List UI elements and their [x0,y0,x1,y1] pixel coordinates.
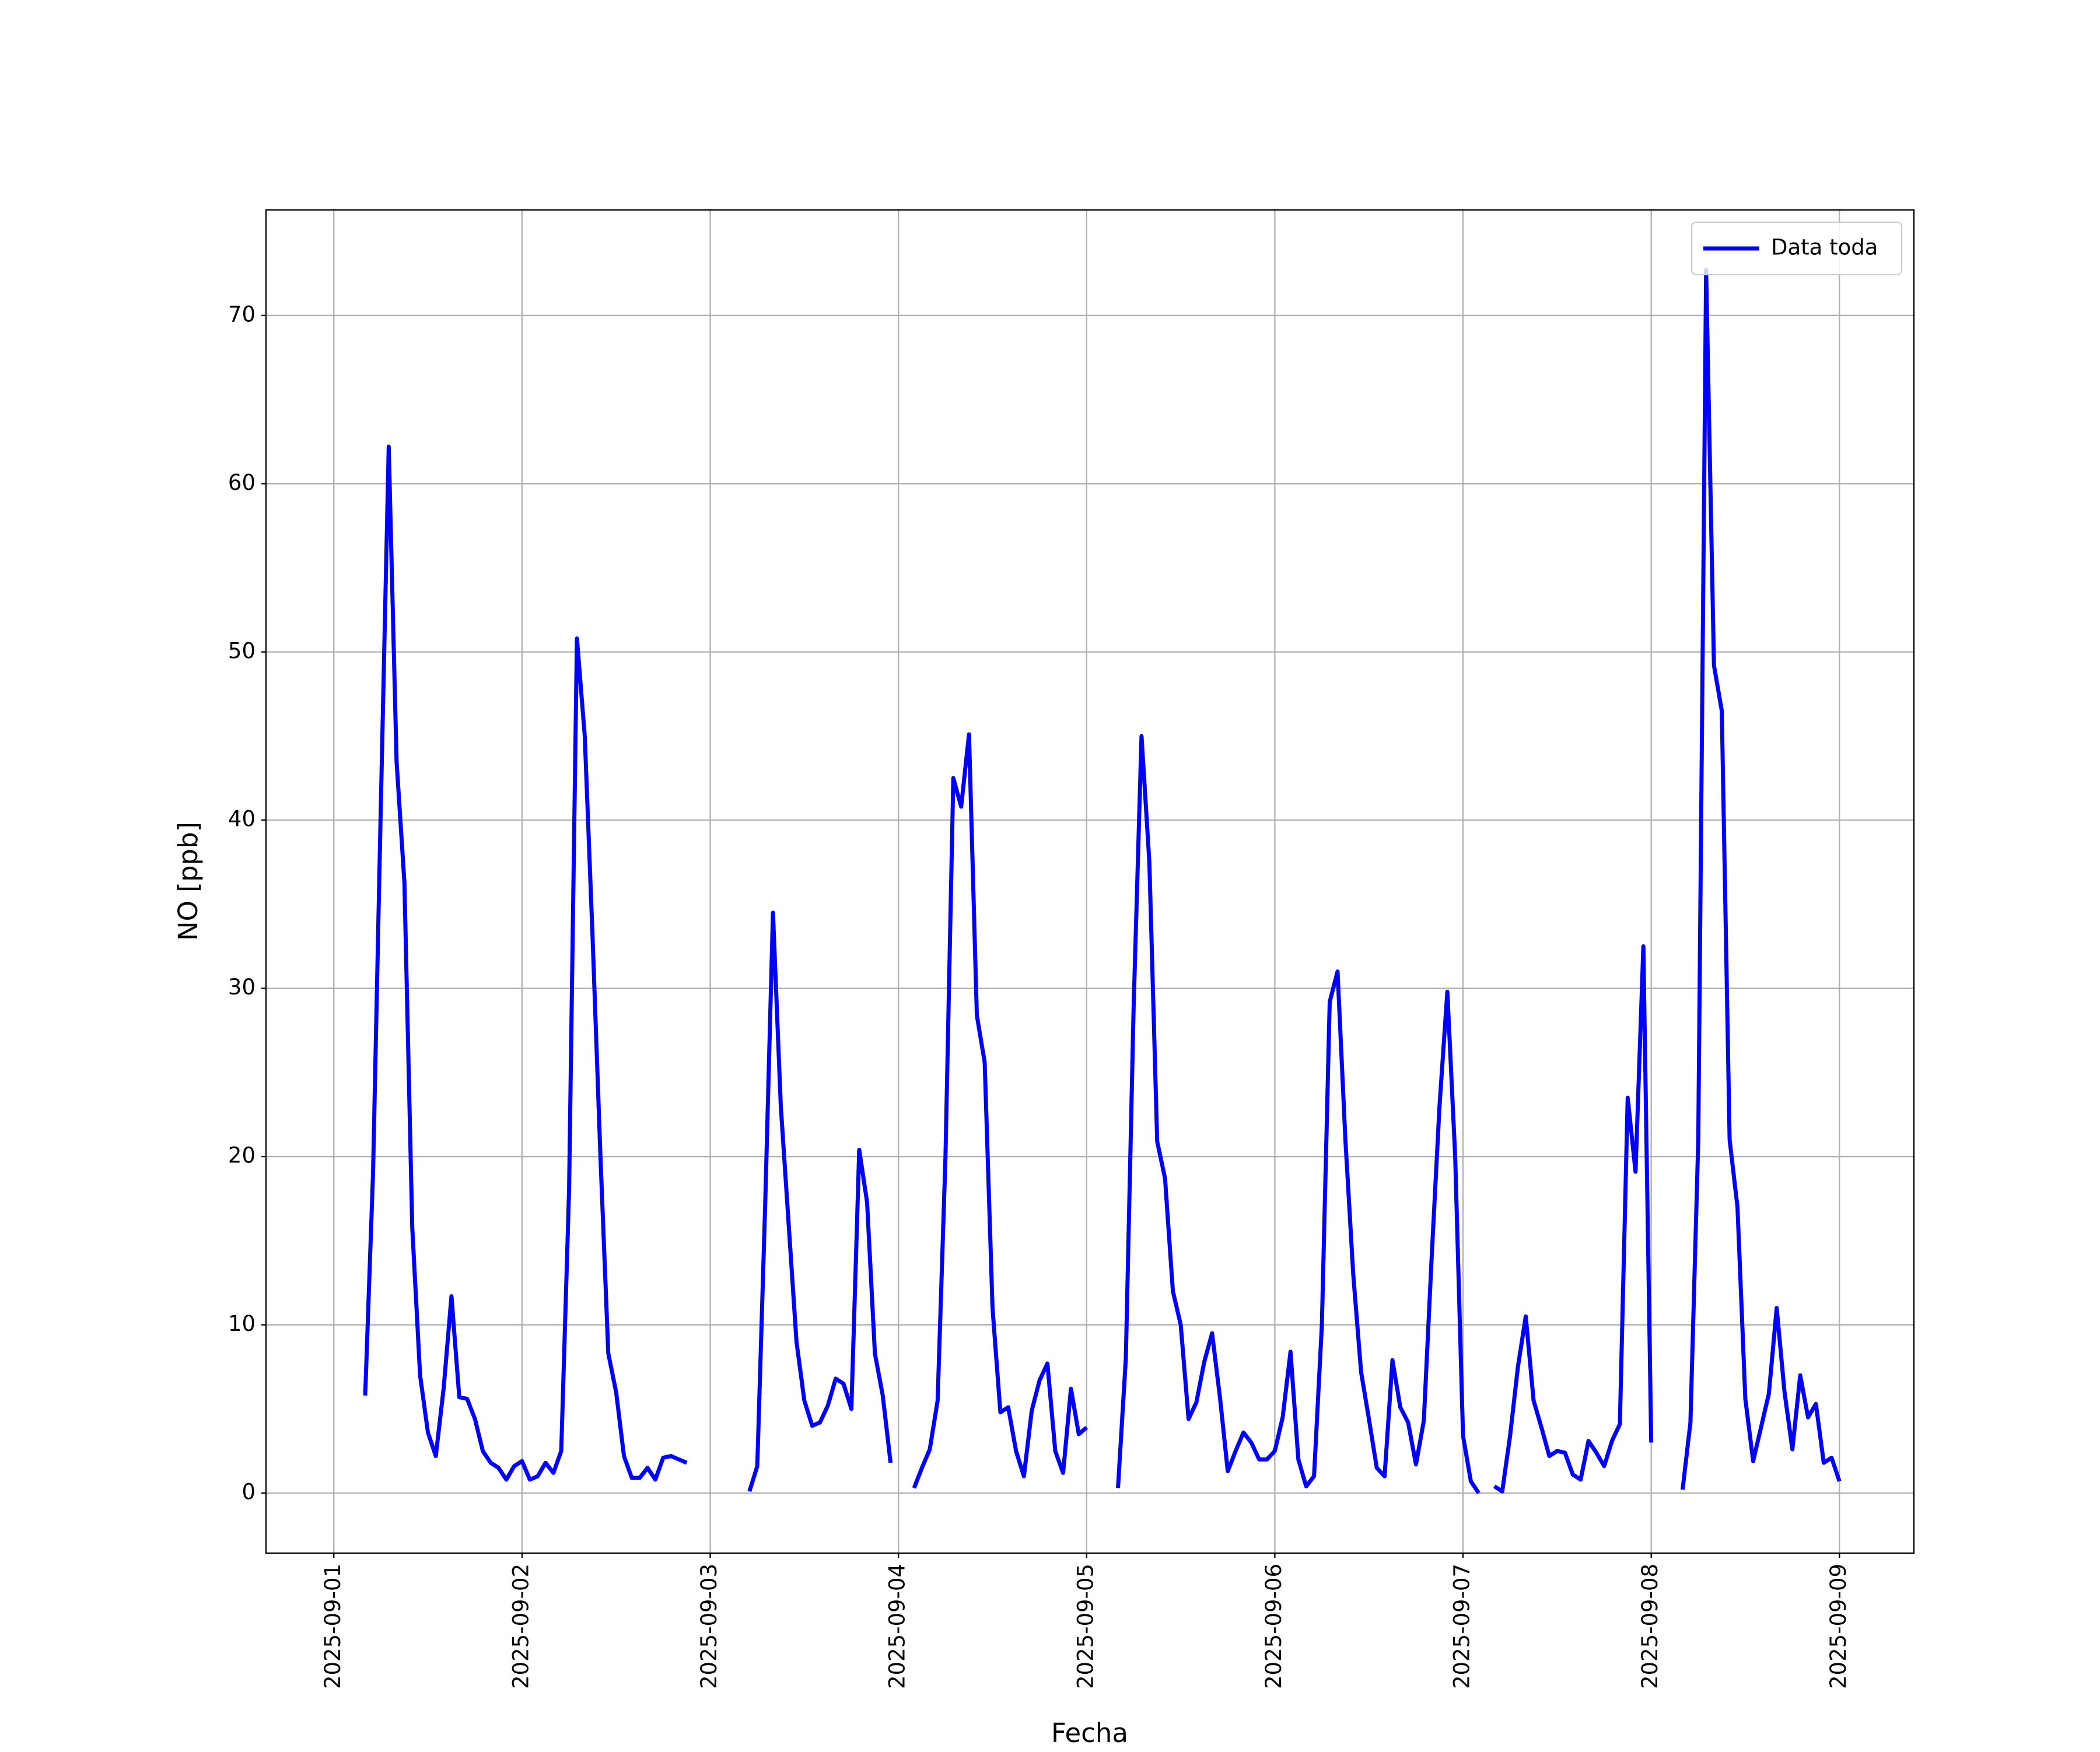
x-tick-label: 2025-09-02 [508,1564,533,1689]
x-tick-label: 2025-09-08 [1637,1564,1662,1689]
legend: Data toda [1690,221,1903,276]
x-tick-label: 2025-09-06 [1261,1564,1286,1689]
data-line [363,268,1842,1494]
y-tick-label: 30 [228,975,256,1000]
y-tick-label: 20 [228,1143,256,1168]
x-tick-label: 2025-09-01 [320,1564,345,1689]
y-axis-title: NO [ppb] [173,822,204,941]
grid [266,210,1914,1553]
x-tick-label: 2025-09-05 [1073,1564,1098,1689]
legend-box [1690,221,1903,276]
x-tick-label: 2025-09-04 [885,1564,910,1689]
y-tick-label: 0 [242,1480,256,1505]
y-tick-label: 10 [228,1311,256,1336]
plot-area [363,268,1842,1494]
x-tick-label: 2025-09-03 [696,1564,722,1689]
x-tick-label: 2025-09-07 [1450,1564,1475,1689]
y-tick-label: 50 [228,638,256,663]
y-tick-label: 70 [228,302,256,327]
x-axis-title: Fecha [1051,1718,1128,1749]
y-tick-label: 40 [228,807,256,832]
legend-label: Data toda [1771,235,1878,260]
axes-frame [265,209,1915,1554]
y-tick-label: 60 [228,470,256,495]
ticks: 0 10 20 30 40 50 60 70 2025-09-01 2025-09-02 2025-… [228,302,1851,1689]
x-tick-label: 2025-09-09 [1826,1564,1851,1689]
